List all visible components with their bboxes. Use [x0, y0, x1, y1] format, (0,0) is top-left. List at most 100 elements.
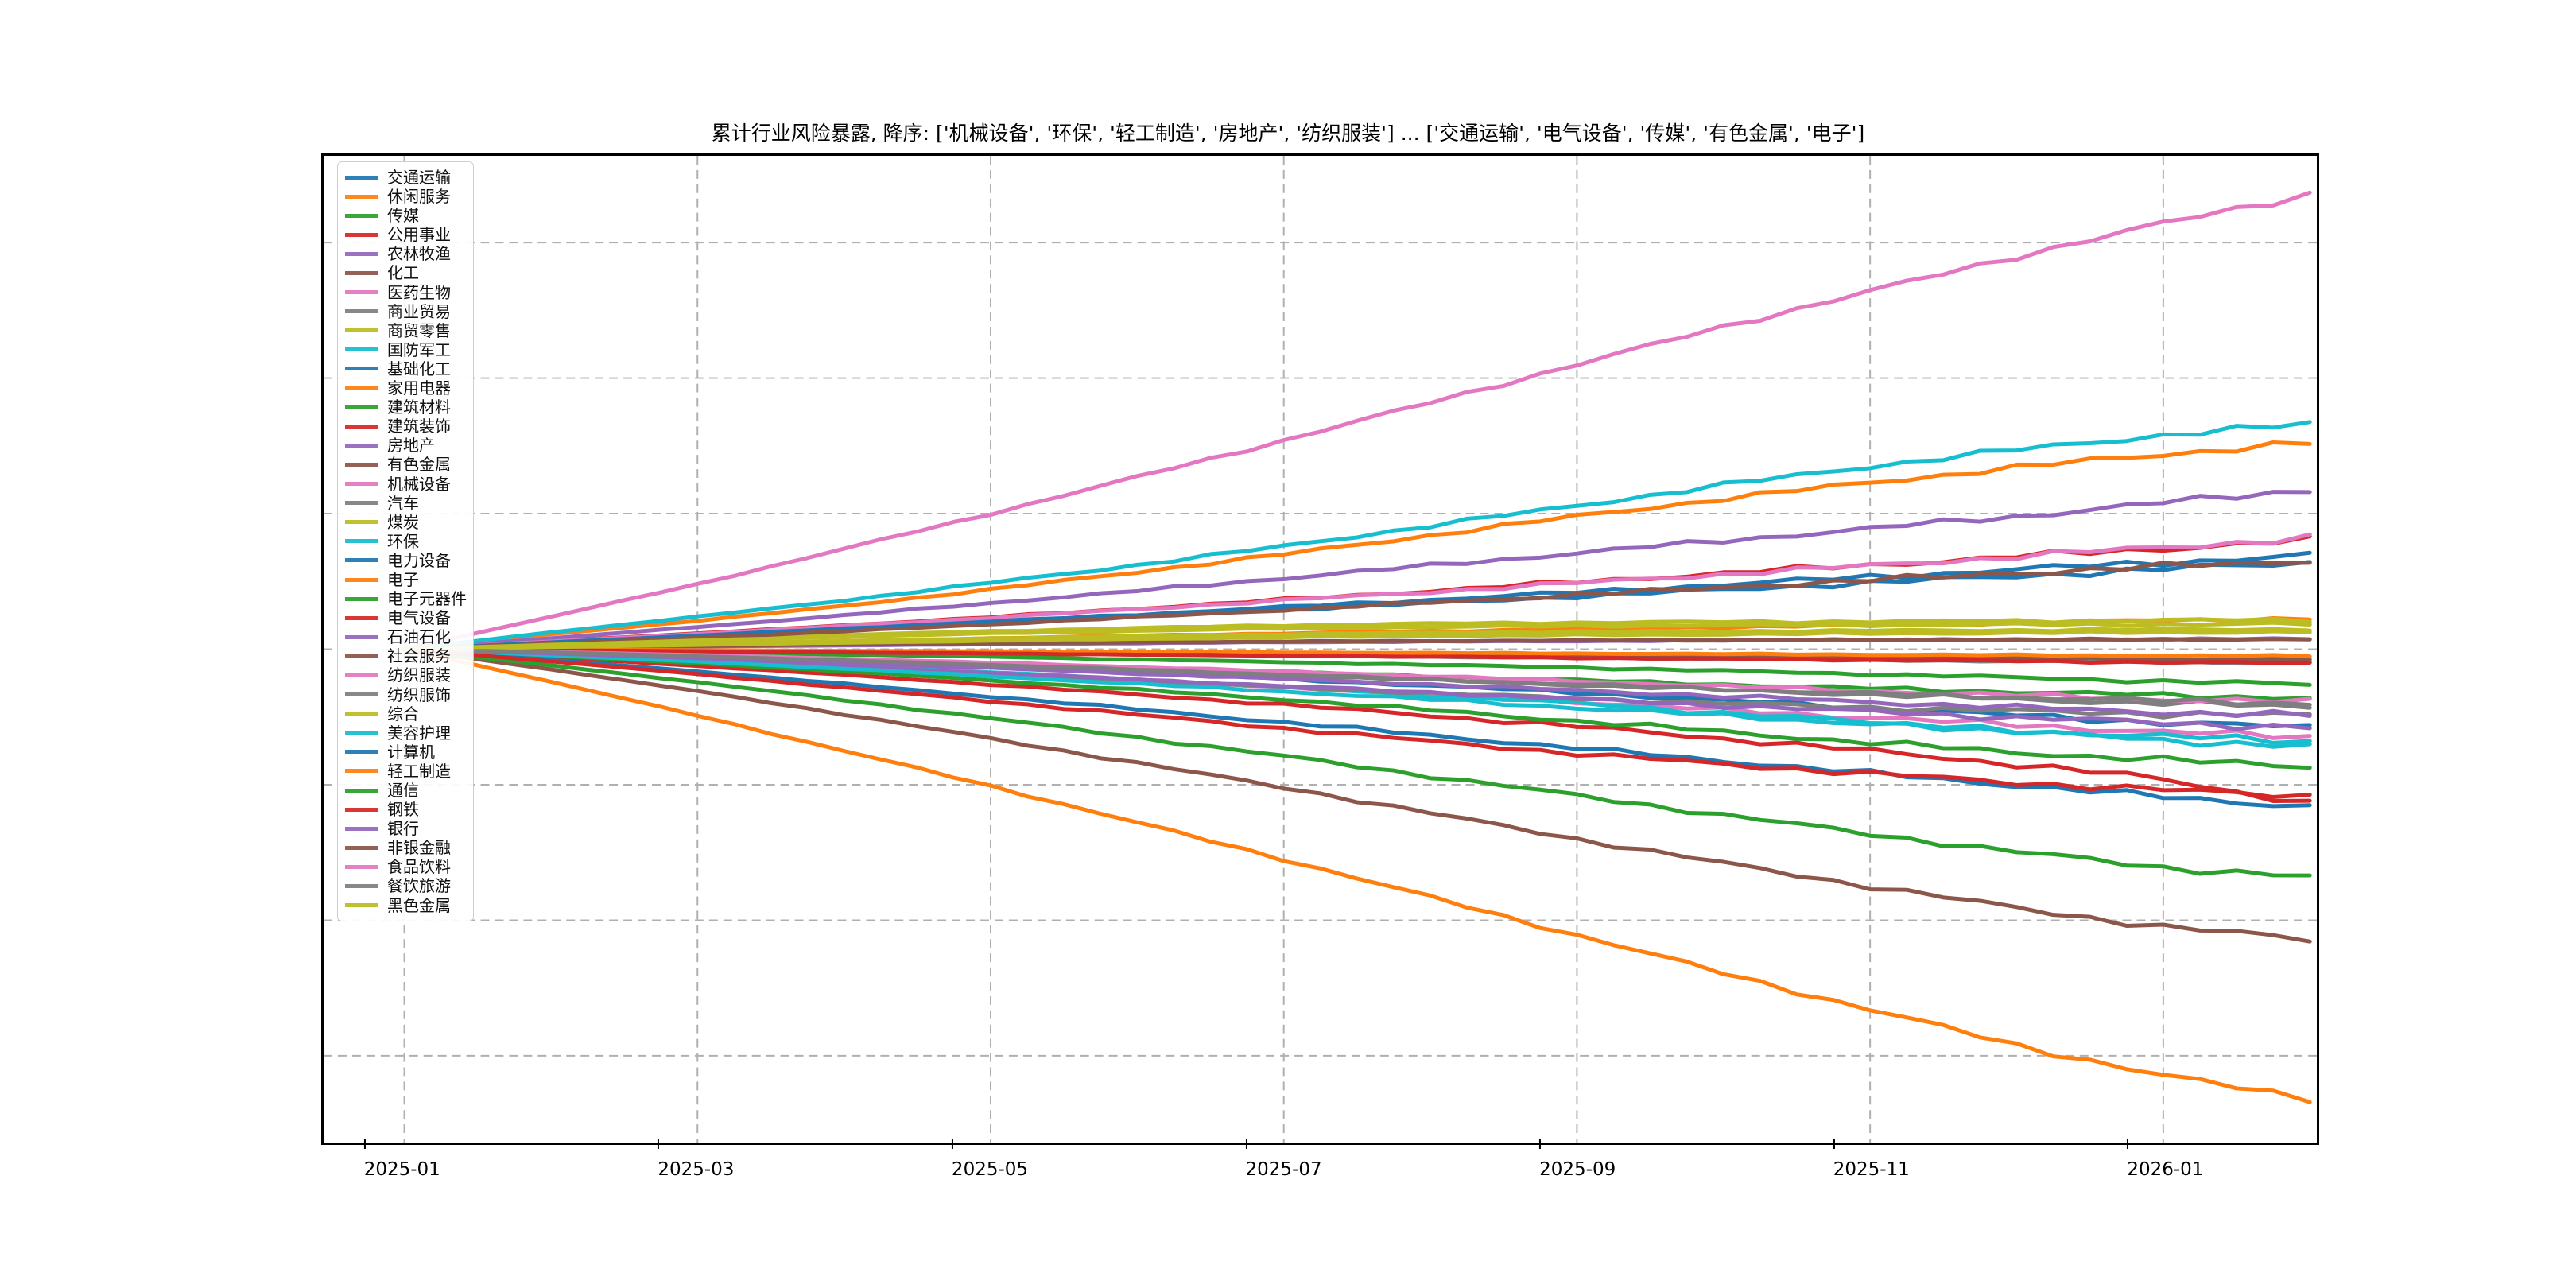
- legend-item-30[interactable]: 计算机: [345, 743, 466, 762]
- x-tick-label: 2025-09: [1539, 1139, 1616, 1180]
- legend-item-label: 银行: [387, 819, 419, 839]
- legend-item-11[interactable]: 家用电器: [345, 378, 466, 398]
- legend-item-16[interactable]: 机械设备: [345, 475, 466, 494]
- legend-item-2[interactable]: 传媒: [345, 206, 466, 225]
- legend-item-label: 社会服务: [387, 646, 451, 666]
- series-line: [402, 490, 2312, 651]
- legend-item-35[interactable]: 非银金融: [345, 838, 466, 857]
- legend-color-swatch: [345, 232, 378, 237]
- legend-item-label: 美容护理: [387, 723, 451, 743]
- legend-item-5[interactable]: 化工: [345, 263, 466, 282]
- legend-color-swatch: [345, 654, 378, 658]
- legend-item-label: 轻工制造: [387, 761, 451, 781]
- series-line: [402, 647, 2312, 804]
- legend-item-3[interactable]: 公用事业: [345, 225, 466, 244]
- x-tick-label: 2025-07: [1245, 1139, 1322, 1180]
- legend-item-4[interactable]: 农林牧渔: [345, 244, 466, 263]
- legend-item-33[interactable]: 钢铁: [345, 800, 466, 819]
- legend-item-label: 环保: [387, 531, 419, 551]
- legend-item-19[interactable]: 环保: [345, 532, 466, 551]
- legend-color-swatch: [345, 367, 378, 371]
- legend-color-swatch: [345, 712, 378, 716]
- legend-item-31[interactable]: 轻工制造: [345, 762, 466, 781]
- legend-item-label: 医药生物: [387, 282, 451, 302]
- series-layer: [402, 190, 2312, 1104]
- legend-item-label: 石油石化: [387, 627, 451, 647]
- legend-item-label: 纺织服装: [387, 665, 451, 685]
- legend-item-37[interactable]: 餐饮旅游: [345, 876, 466, 895]
- legend-item-label: 国防军工: [387, 339, 451, 359]
- legend-item-28[interactable]: 综合: [345, 704, 466, 724]
- legend-color-swatch: [345, 558, 378, 563]
- plot-area: [321, 153, 2319, 1145]
- legend-color-swatch: [345, 845, 378, 850]
- legend-item-label: 建筑材料: [387, 398, 451, 417]
- legend-item-22[interactable]: 电子元器件: [345, 589, 467, 608]
- legend-color-swatch: [345, 520, 378, 525]
- legend-item-label: 建筑装饰: [387, 417, 451, 436]
- legend-color-swatch: [345, 826, 378, 831]
- legend-color-swatch: [345, 386, 378, 390]
- legend-color-swatch: [345, 884, 378, 889]
- legend-color-swatch: [345, 213, 378, 218]
- legend-color-swatch: [345, 405, 378, 409]
- legend-item-13[interactable]: 建筑装饰: [345, 417, 466, 436]
- legend-color-swatch: [345, 424, 378, 429]
- legend-color-swatch: [345, 864, 378, 869]
- legend-item-17[interactable]: 汽车: [345, 494, 466, 513]
- legend-item-27[interactable]: 纺织服饰: [345, 685, 466, 704]
- x-tick-label: 2025-05: [951, 1139, 1028, 1180]
- legend-item-0[interactable]: 交通运输: [345, 168, 466, 187]
- series-line: [402, 561, 2312, 651]
- legend-color-swatch: [345, 788, 378, 793]
- legend-color-swatch: [345, 807, 378, 812]
- legend-item-21[interactable]: 电子: [345, 570, 466, 589]
- series-line: [402, 550, 2312, 651]
- legend-item-10[interactable]: 基础化工: [345, 359, 466, 378]
- series-line: [402, 647, 2312, 799]
- x-tick-label: 2025-01: [363, 1139, 440, 1180]
- series-line: [402, 647, 2312, 1104]
- legend-item-24[interactable]: 石油石化: [345, 627, 466, 646]
- x-tick-mark: [658, 1139, 660, 1149]
- legend-item-26[interactable]: 纺织服装: [345, 665, 466, 685]
- series-line: [402, 440, 2312, 651]
- legend-item-23[interactable]: 电气设备: [345, 608, 466, 627]
- legend-item-label: 通信: [387, 781, 419, 800]
- legend-item-15[interactable]: 有色金属: [345, 455, 466, 474]
- legend-item-label: 化工: [387, 263, 419, 283]
- series-line: [402, 190, 2312, 651]
- legend-color-swatch: [345, 903, 378, 908]
- legend-color-swatch: [345, 750, 378, 755]
- legend[interactable]: 交通运输 休闲服务 传媒 公用事业 农林牧渔 化工 医药生物 商业贸易 商贸零售 国防军工 基础化工…: [337, 161, 474, 921]
- legend-item-label: 电气设备: [387, 608, 451, 628]
- series-line: [402, 647, 2312, 745]
- legend-item-1[interactable]: 休闲服务: [345, 187, 466, 206]
- legend-item-18[interactable]: 煤炭: [345, 513, 466, 532]
- legend-item-14[interactable]: 房地产: [345, 436, 466, 455]
- legend-item-label: 电力设备: [387, 550, 451, 570]
- legend-item-25[interactable]: 社会服务: [345, 646, 466, 665]
- legend-item-32[interactable]: 通信: [345, 781, 466, 800]
- legend-item-label: 煤炭: [387, 512, 419, 532]
- legend-item-12[interactable]: 建筑材料: [345, 398, 466, 417]
- legend-item-label: 公用事业: [387, 225, 451, 245]
- legend-item-29[interactable]: 美容护理: [345, 724, 466, 743]
- legend-item-38[interactable]: 黑色金属: [345, 896, 466, 915]
- legend-item-36[interactable]: 食品饮料: [345, 857, 466, 876]
- series-line: [402, 647, 2312, 809]
- x-tick-mark: [1833, 1139, 1835, 1149]
- legend-item-label: 房地产: [387, 436, 435, 456]
- legend-item-6[interactable]: 医药生物: [345, 283, 466, 302]
- legend-item-20[interactable]: 电力设备: [345, 551, 466, 570]
- legend-item-34[interactable]: 银行: [345, 819, 466, 838]
- legend-item-7[interactable]: 商业贸易: [345, 302, 466, 321]
- legend-item-9[interactable]: 国防军工: [345, 340, 466, 359]
- legend-color-swatch: [345, 769, 378, 774]
- legend-item-8[interactable]: 商贸零售: [345, 321, 466, 340]
- legend-item-label: 电子: [387, 569, 419, 589]
- legend-color-swatch: [345, 615, 378, 620]
- legend-item-label: 传媒: [387, 206, 419, 226]
- legend-color-swatch: [345, 539, 378, 544]
